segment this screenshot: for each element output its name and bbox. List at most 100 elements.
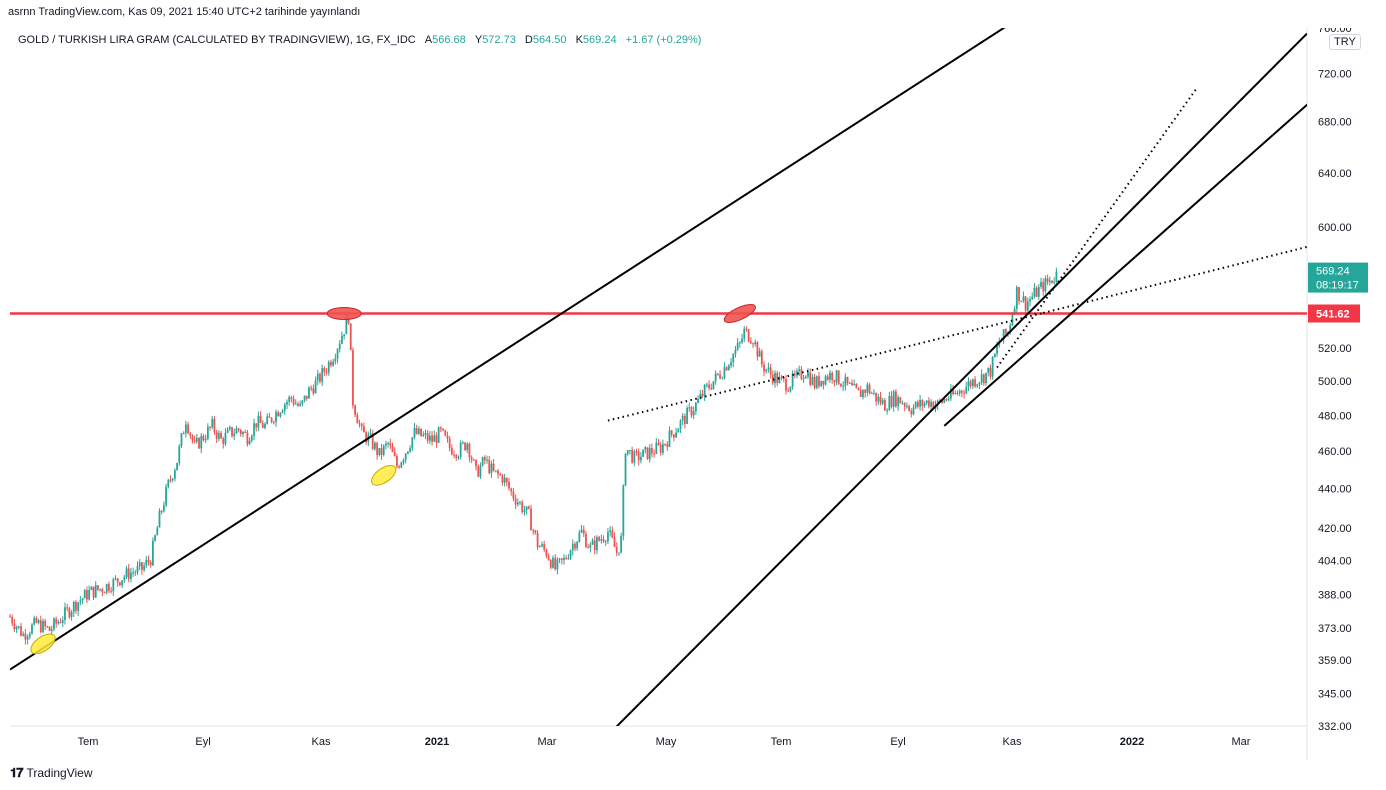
dotted-projection-line (607, 311, 1044, 422)
candle-body (165, 486, 167, 506)
candle-body (565, 557, 568, 559)
candle-body (347, 316, 350, 324)
candle-body (387, 442, 390, 444)
candle-body (321, 368, 324, 382)
candle-body (253, 423, 255, 436)
y-tick-label: 500.00 (1318, 376, 1352, 388)
candle-body (119, 582, 121, 586)
candle-body (756, 342, 759, 357)
candle-body (343, 334, 346, 336)
candle-body (312, 388, 315, 394)
candle-body (1051, 280, 1053, 283)
candle-body (176, 462, 178, 471)
candle-body (703, 384, 706, 397)
candle-body (9, 616, 11, 618)
candle-body (530, 508, 532, 531)
candle-body (305, 395, 308, 399)
candle-body (521, 502, 524, 513)
trend-line (943, 103, 1307, 427)
candle-body (402, 459, 405, 463)
candle-body (334, 358, 337, 362)
candle-body (468, 443, 471, 458)
candle-body (789, 386, 792, 392)
y-tick-label: 460.00 (1318, 446, 1352, 458)
candle-body (991, 356, 994, 377)
price-chart[interactable]: 332.00 345.00 359.00 373.00 388.00 404.00 420.… (0, 23, 1386, 760)
open-value: 566.68 (432, 34, 466, 46)
candle-body (325, 372, 328, 374)
candle-body (1015, 287, 1018, 309)
candle-body (226, 429, 229, 433)
candle-body (620, 535, 623, 553)
candle-body (596, 537, 598, 551)
candle-body (341, 335, 343, 344)
candle-body (481, 457, 484, 466)
candle-body (725, 367, 728, 371)
candle-body (661, 444, 664, 453)
candle-body (657, 442, 660, 445)
candle-body (1031, 296, 1034, 300)
candle-body (567, 558, 570, 560)
candle-body (398, 466, 400, 468)
candle-body (815, 376, 818, 388)
candle-body (560, 558, 563, 561)
candle-body (15, 626, 18, 630)
candle-body (145, 559, 148, 566)
candle-body (941, 400, 943, 403)
candle-body (672, 434, 675, 438)
x-tick-label: Tem (771, 736, 792, 748)
candle-body (870, 392, 873, 394)
y-tick-label: 420.00 (1318, 523, 1352, 535)
candle-body (217, 432, 220, 439)
candle-body (279, 412, 282, 417)
candle-body (558, 558, 561, 560)
candle-body (701, 393, 704, 397)
candle-body (486, 459, 488, 461)
candle-body (554, 557, 557, 570)
candle-body (769, 367, 772, 375)
candle-body (105, 584, 108, 593)
candle-body (655, 442, 658, 454)
candle-body (154, 535, 156, 541)
candle-body (613, 537, 616, 547)
candle-body (140, 562, 143, 570)
candle-body (536, 533, 539, 548)
candle-body (79, 600, 82, 603)
candle-body (193, 440, 196, 442)
candle-body (906, 406, 908, 408)
candle-body (884, 400, 886, 411)
candle-body (853, 383, 856, 386)
candle-body (301, 400, 304, 405)
candle-body (910, 410, 913, 415)
candle-body (184, 424, 187, 434)
candle-body (371, 433, 374, 449)
tradingview-logo-icon: 𝟏𝟕 (10, 765, 24, 780)
candle-body (501, 475, 504, 483)
candle-body (985, 372, 987, 384)
candle-body (993, 353, 996, 357)
candle-body (1040, 282, 1042, 287)
candle-body (778, 376, 781, 384)
candle-body (908, 406, 911, 411)
candle-body (345, 316, 348, 335)
candle-body (442, 428, 444, 431)
candle-body (747, 329, 750, 342)
candle-body (545, 549, 548, 557)
candle-body (980, 374, 983, 383)
currency-button[interactable]: TRY (1329, 34, 1361, 50)
chart-area[interactable]: 332.00 345.00 359.00 373.00 388.00 404.00 420.… (0, 23, 1386, 760)
candle-body (727, 365, 730, 371)
candle-body (800, 369, 803, 379)
candle-body (505, 477, 508, 482)
candle-body (569, 550, 572, 559)
candle-body (497, 470, 499, 475)
candle-body (33, 617, 36, 625)
candle-body (556, 559, 559, 570)
candle-body (222, 438, 225, 444)
candle-body (20, 626, 22, 636)
open-label: A (424, 34, 433, 46)
candle-body (437, 427, 440, 443)
candle-body (358, 423, 361, 425)
candle-body (615, 546, 618, 553)
candle-body (514, 498, 517, 505)
